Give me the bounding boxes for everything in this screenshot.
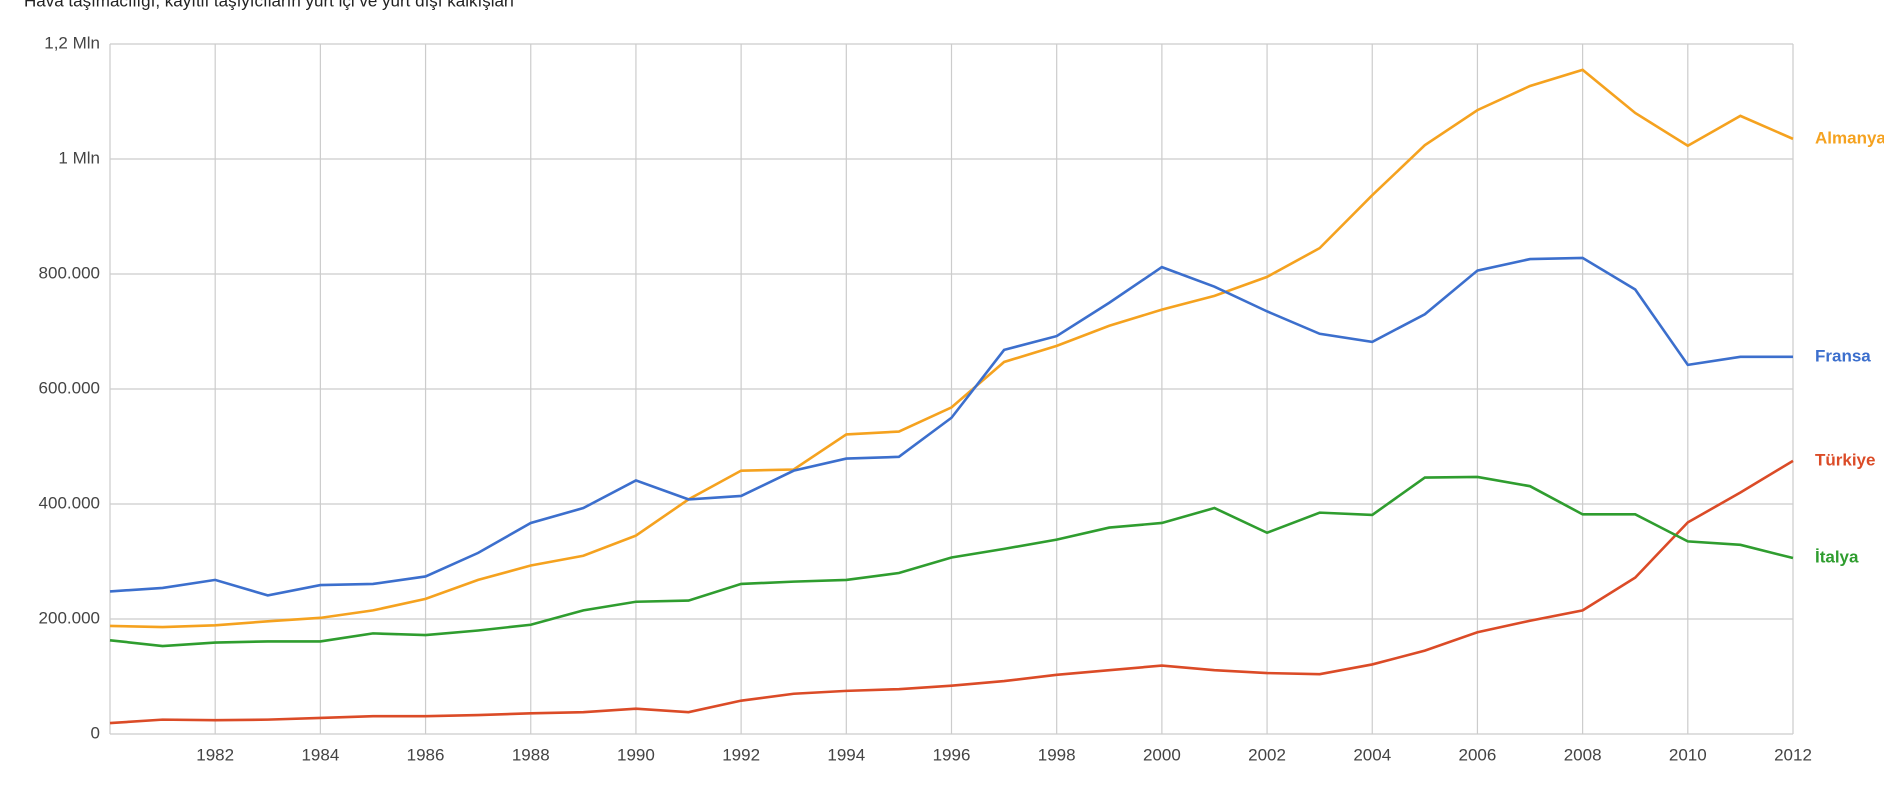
series-line [109, 459, 1794, 725]
x-tick-label: 2008 [1564, 745, 1602, 764]
y-tick-label: 800.000 [39, 263, 100, 282]
x-tick-label: 1990 [617, 745, 655, 764]
x-tick-label: 1988 [512, 745, 550, 764]
series-label: Türkiye [1815, 450, 1875, 469]
chart-title: Hava taşımacılığı, kayıtlı taşıyıcıların… [24, 0, 514, 10]
y-tick-label: 1 Mln [58, 148, 100, 167]
y-tick-label: 600.000 [39, 378, 100, 397]
x-tick-label: 1998 [1038, 745, 1076, 764]
series-label: İtalya [1815, 548, 1859, 567]
y-tick-label: 400.000 [39, 493, 100, 512]
x-tick-label: 2006 [1459, 745, 1497, 764]
series-line [109, 256, 1793, 597]
x-tick-label: 1994 [827, 745, 865, 764]
x-tick-label: 1982 [196, 745, 234, 764]
series-line [109, 475, 1794, 648]
y-tick-label: 0 [91, 723, 100, 742]
x-tick-label: 2002 [1248, 745, 1286, 764]
x-tick-label: 2010 [1669, 745, 1707, 764]
x-tick-label: 2004 [1353, 745, 1391, 764]
x-tick-label: 2000 [1143, 745, 1181, 764]
series-label: Fransa [1815, 346, 1871, 365]
x-tick-label: 1992 [722, 745, 760, 764]
x-tick-label: 1986 [407, 745, 445, 764]
y-tick-label: 1,2 Mln [44, 33, 100, 52]
series-label: Almanya [1815, 128, 1884, 147]
x-tick-label: 2012 [1774, 745, 1812, 764]
x-tick-label: 1984 [301, 745, 339, 764]
x-tick-label: 1996 [933, 745, 971, 764]
y-tick-label: 200.000 [39, 608, 100, 627]
series-line [109, 68, 1794, 629]
